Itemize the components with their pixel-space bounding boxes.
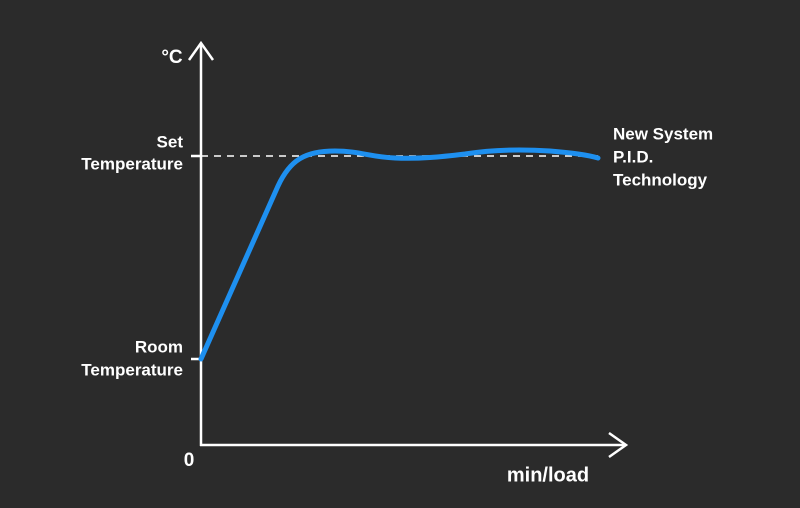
curve-label: New System: [613, 124, 713, 143]
curve-label: P.I.D.: [613, 147, 653, 166]
x-axis-arrow: [608, 431, 629, 459]
level-label: Temperature: [81, 360, 183, 379]
origin-label: 0: [184, 450, 195, 471]
level-label: Room: [135, 337, 183, 356]
level-label: Set: [157, 132, 184, 151]
y-unit: °C: [161, 47, 183, 68]
y-axis-arrow: [187, 40, 215, 61]
x-label: min/load: [507, 464, 589, 486]
level-label: Temperature: [81, 154, 183, 173]
curve-label: Technology: [613, 170, 708, 189]
temperature-curve: [198, 147, 601, 362]
